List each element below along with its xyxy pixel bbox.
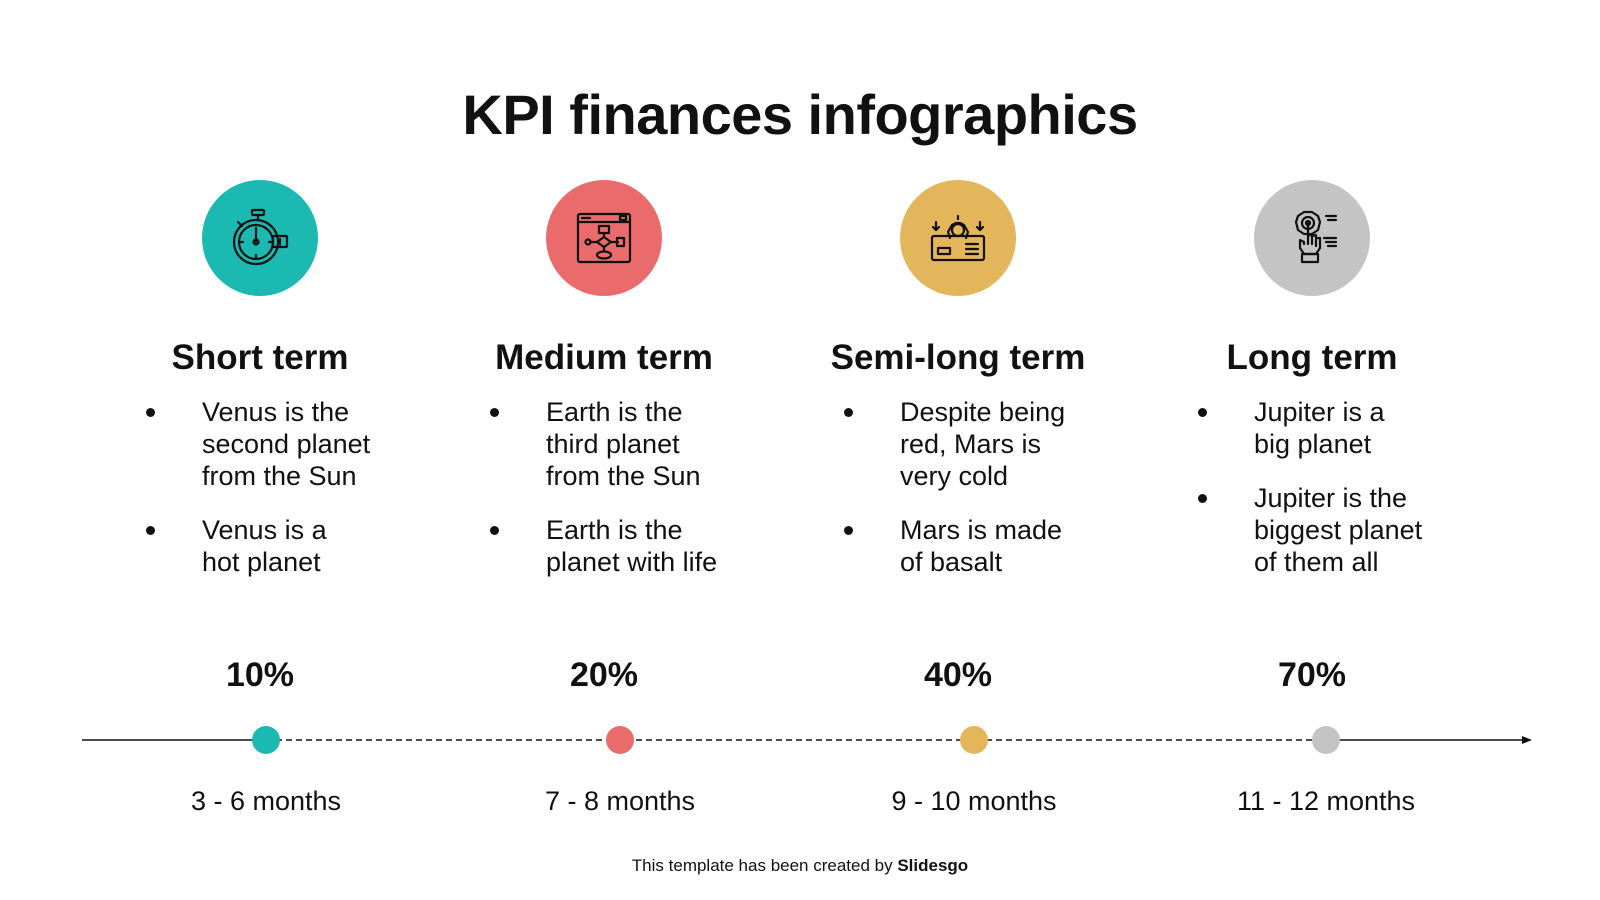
list-item: Mars is made of basalt [844,514,1144,578]
list-item: Despite being red, Mars is very cold [844,396,1144,492]
bullet-text: Jupiter is a big planet [1254,397,1385,459]
bullet-dot [844,408,853,417]
percent-semi-long-term: 40% [923,656,993,694]
months-long-term: 11 - 12 months [1236,786,1416,816]
bullet-text: Despite being red, Mars is very cold [900,397,1066,491]
months-medium-term: 7 - 8 months [544,786,696,816]
footer-prefix: This template has been created by [631,856,898,875]
long-term-icon-circle [1254,180,1370,296]
money-gear-icon [930,214,986,262]
bullet-text: Mars is made of basalt [900,515,1063,577]
column-title: Short term [171,338,349,377]
bullet-dot [490,526,499,535]
timeline-dot-long-term [1312,726,1340,754]
bullet-dot [146,526,155,535]
bullet-text: Venus is the second planet from the Sun [202,397,371,491]
timeline [82,726,1532,754]
semi-long-term-icon-circle [900,180,1016,296]
medium-term-icon-circle [546,180,662,296]
list-item: Jupiter is the biggest planet of them al… [1198,482,1498,578]
column-title: Long term [1226,338,1398,377]
hand-gear-icon [1294,210,1338,264]
bullet-text: Jupiter is the biggest planet of them al… [1254,483,1423,577]
timeline-dot-short-term [252,726,280,754]
bullet-dot [1198,408,1207,417]
flowchart-icon [576,212,632,264]
bullet-dot [844,526,853,535]
stopwatch-icon [232,208,289,266]
bullet-list: Jupiter is a big planet Jupiter is the b… [1198,396,1498,600]
bullet-list: Earth is the third planet from the Sun E… [490,396,790,600]
months-short-term: 3 - 6 months [190,786,342,816]
percent-short-term: 10% [225,656,295,694]
bullet-text: Earth is the planet with life [546,515,718,577]
list-item: Earth is the third planet from the Sun [490,396,790,492]
timeline-arrow-icon [1522,736,1532,744]
list-item: Venus is the second planet from the Sun [146,396,446,492]
months-semi-long-term: 9 - 10 months [891,786,1057,816]
bullet-list: Venus is the second planet from the Sun … [146,396,446,600]
timeline-dot-semi-long-term [960,726,988,754]
timeline-dot-medium-term [606,726,634,754]
percent-long-term: 70% [1277,656,1347,694]
bullet-dot [146,408,155,417]
bullet-text: Venus is a hot planet [202,515,327,577]
list-item: Jupiter is a big planet [1198,396,1498,460]
bullet-list: Despite being red, Mars is very cold Mar… [844,396,1144,600]
bullet-dot [1198,494,1207,503]
short-term-icon-circle [202,180,318,296]
bullet-text: Earth is the third planet from the Sun [546,397,701,491]
list-item: Venus is a hot planet [146,514,446,578]
footer-brand: Slidesgo [897,856,969,875]
footer-credit: This template has been created by Slides… [0,856,1600,876]
column-title: Semi-long term [830,338,1086,377]
percent-medium-term: 20% [569,656,639,694]
page-title: KPI finances infographics [462,83,1138,146]
bullet-dot [490,408,499,417]
list-item: Earth is the planet with life [490,514,790,578]
column-title: Medium term [495,338,713,377]
